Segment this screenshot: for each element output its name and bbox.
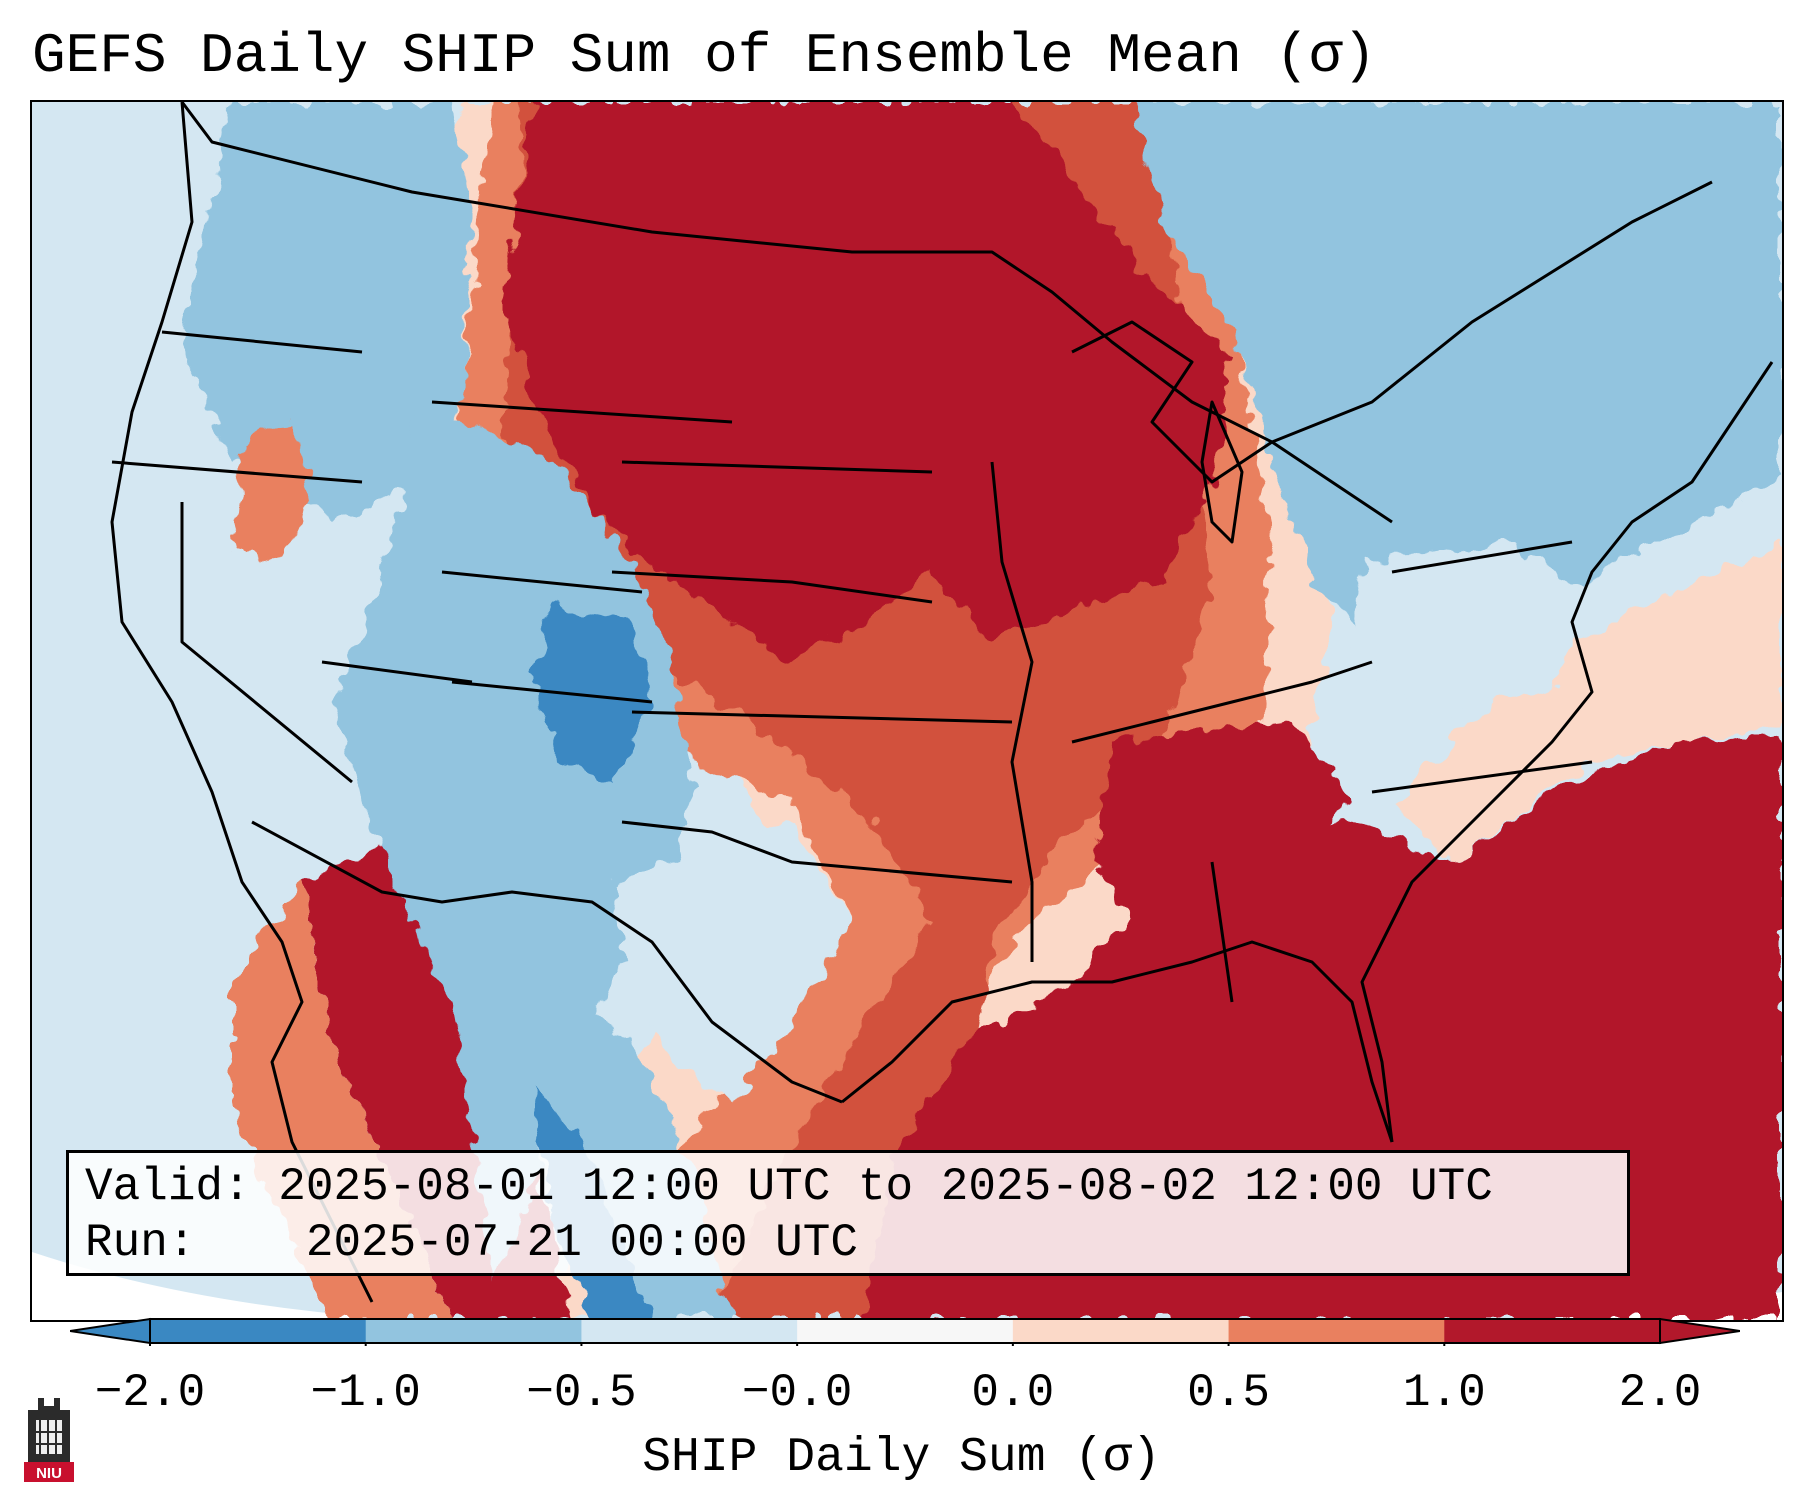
state-line-wy-co — [441, 570, 643, 594]
logo-banner — [24, 1462, 74, 1482]
colorbar-tick-label: 0.0 — [971, 1367, 1055, 1419]
state-line-wa-or — [161, 330, 363, 354]
state-line-ok-tx — [621, 820, 1013, 884]
colorbar-extend-right — [1659, 1317, 1741, 1345]
great-lakes — [1071, 320, 1393, 524]
colorbar-tick-label: −0.0 — [741, 1367, 853, 1419]
boundary-lines — [110, 102, 1774, 1303]
field-light-red-east — [1392, 542, 1782, 862]
field-blue-northeast — [1132, 102, 1782, 662]
colorbar-outline — [149, 1318, 1661, 1344]
field-blue-northwest — [182, 102, 472, 522]
state-line-mt-wy — [431, 400, 733, 424]
colorbar-segment — [1444, 1319, 1661, 1343]
colorbar-tick-label: −2.0 — [94, 1367, 206, 1419]
state-line-nv-ca — [180, 502, 353, 784]
logo-text: NIU — [36, 1465, 62, 1482]
field-dark-red-tennessee — [1092, 722, 1352, 922]
colorbar-segment — [581, 1319, 798, 1343]
colorbar-canvas — [69, 1317, 1741, 1346]
valid-info-box: Valid: 2025-08-01 12:00 UTC to 2025-08-0… — [66, 1150, 1630, 1276]
us-mexico-border — [251, 820, 843, 1104]
colorbar-tick-label: 0.5 — [1187, 1367, 1270, 1419]
colorbar-segment — [365, 1319, 582, 1343]
gulf-coastline — [841, 940, 1394, 1143]
atlantic-coastline — [1360, 361, 1774, 1143]
map-canvas — [32, 102, 1782, 1320]
run-label: Run: — [85, 1217, 196, 1269]
state-line-pa — [1391, 540, 1573, 574]
us-canada-border — [180, 102, 1713, 444]
field-deep-blue-colorado — [532, 602, 652, 782]
state-line-ut-az — [321, 660, 473, 684]
colorbar-tick-label: −1.0 — [310, 1367, 421, 1419]
chart-title: GEFS Daily SHIP Sum of Ensemble Mean (σ) — [32, 24, 1377, 88]
run-value: 2025-07-21 00:00 UTC — [305, 1217, 858, 1269]
state-line-or-ca — [111, 460, 363, 484]
state-line-va-nc — [1371, 760, 1593, 794]
state-line-co-nm — [451, 680, 653, 704]
projection-edge-left — [32, 1252, 414, 1320]
colorbar-tick-label: 2.0 — [1618, 1367, 1702, 1419]
run-row: Run: 2025-07-21 00:00 UTC — [85, 1215, 1627, 1271]
colorbar-tick-label: 1.0 — [1402, 1367, 1486, 1419]
colorbar — [69, 1316, 1741, 1346]
field-light-blue-texas — [612, 822, 852, 1102]
logo-grid-icon — [36, 1420, 62, 1454]
colorbar-label: SHIP Daily Sum (σ) — [642, 1431, 1161, 1485]
valid-row: Valid: 2025-08-01 12:00 UTC to 2025-08-0… — [85, 1159, 1627, 1215]
niu-logo: NIU — [20, 1392, 78, 1484]
lake-michigan — [1200, 400, 1244, 544]
state-line-mississippi-river — [990, 461, 1034, 962]
colorbar-extend-left — [69, 1317, 151, 1345]
colorbar-tick-label: −0.5 — [526, 1367, 637, 1419]
field-orange-nevada — [232, 422, 312, 562]
colorbar-segment — [1228, 1319, 1445, 1343]
colorbar-segment — [1012, 1319, 1230, 1343]
colorbar-segment — [797, 1319, 1014, 1343]
colorbar-segment — [150, 1319, 367, 1343]
map-panel — [30, 100, 1784, 1322]
valid-value: 2025-08-01 12:00 UTC to 2025-08-02 12:00… — [278, 1161, 1493, 1213]
field-dark-red-north — [502, 102, 1232, 662]
state-line-ga-al — [1210, 861, 1234, 1003]
state-line-ohio-river — [1071, 660, 1373, 744]
field-light-blue-northeast — [1352, 542, 1592, 722]
state-line-ks-ok — [631, 710, 1013, 724]
state-line-sd-ne — [611, 570, 933, 604]
niu-logo-graphic: NIU — [24, 1398, 74, 1482]
valid-label: Valid: — [85, 1161, 251, 1213]
state-line-nd-sd — [621, 460, 933, 474]
pacific-coastline — [110, 102, 374, 1303]
